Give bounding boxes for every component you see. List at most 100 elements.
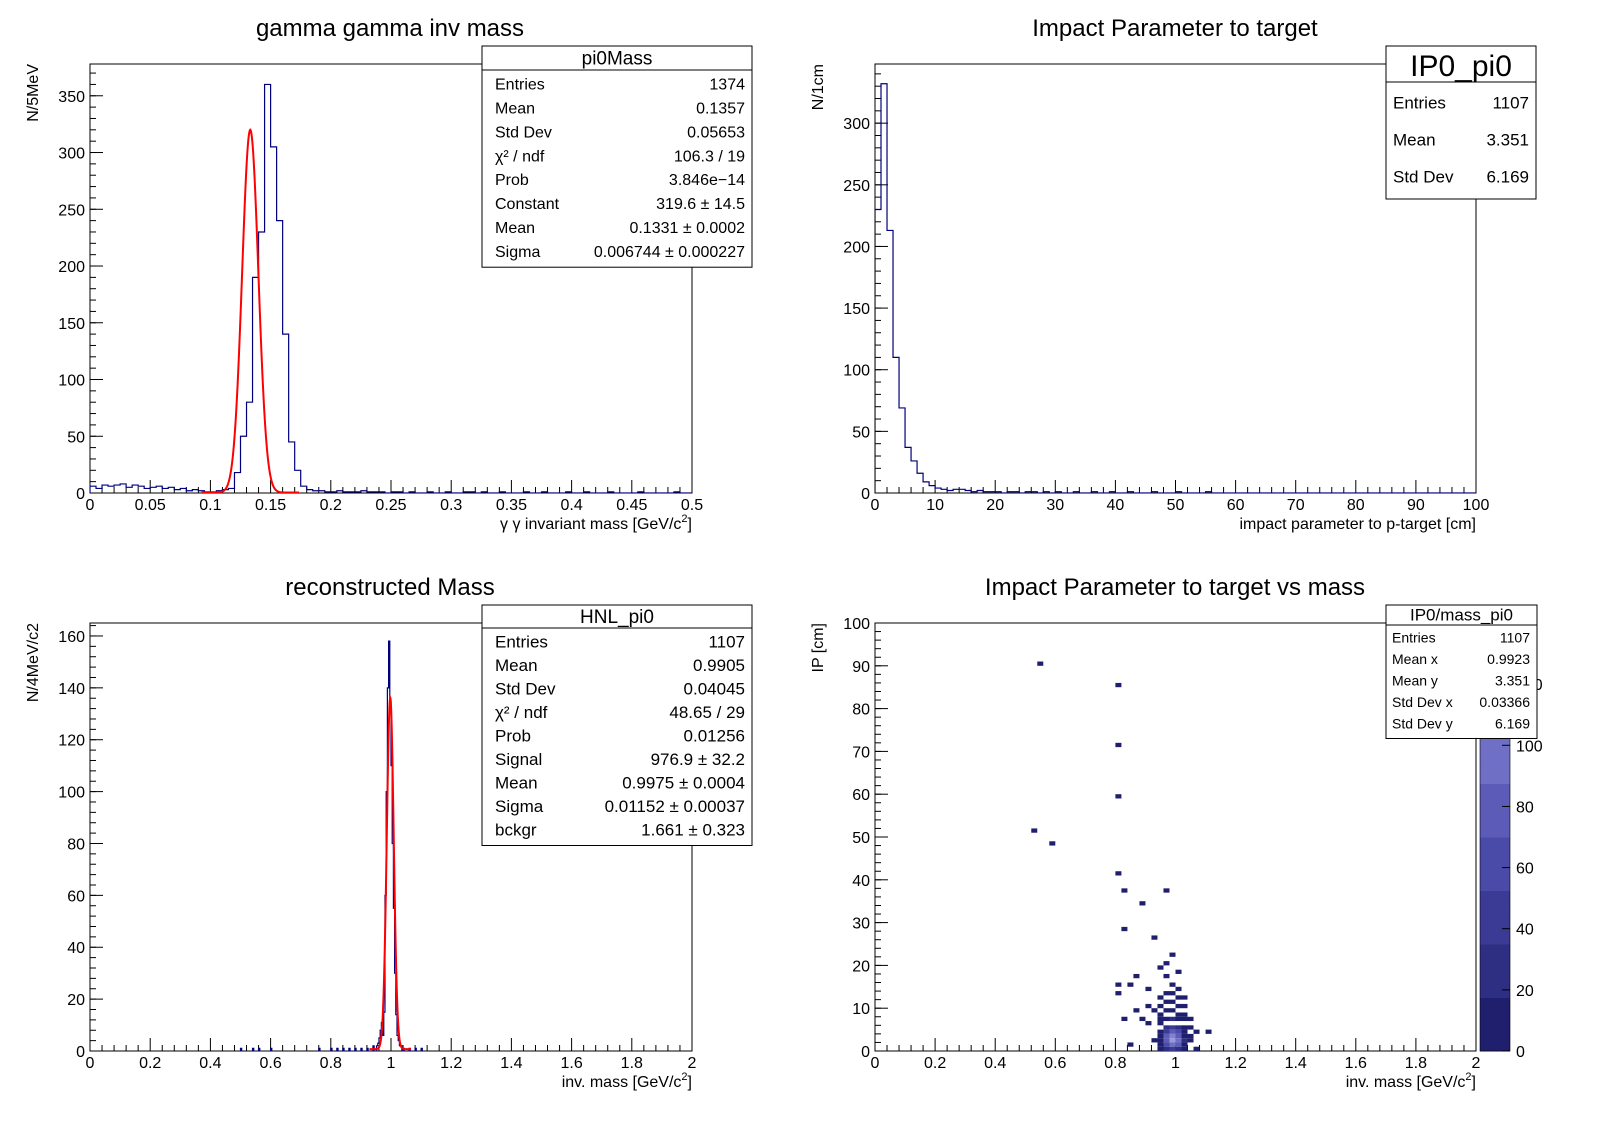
stats-row-value: 0.01152 ± 0.00037 xyxy=(605,797,745,816)
heatmap-cell xyxy=(1163,1029,1170,1034)
colorbar-segment xyxy=(1480,933,1510,945)
stats-row-value: 0.9975 ± 0.0004 xyxy=(622,774,745,793)
y-tick-label: 0 xyxy=(861,1044,870,1061)
stats-row-value: 3.351 xyxy=(1495,673,1530,689)
colorbar-segment xyxy=(1480,751,1510,763)
y-tick-label: 80 xyxy=(852,702,870,719)
x-axis-label-main: impact parameter to p-target [cm] xyxy=(1239,516,1476,533)
colorbar-segment xyxy=(1480,901,1510,913)
heatmap-cell xyxy=(1157,1021,1164,1026)
x-tick-label: 0.25 xyxy=(375,497,406,514)
x-tick-label: 10 xyxy=(926,497,944,514)
stats-box-frame xyxy=(481,45,753,268)
colorbar-segment xyxy=(1480,890,1510,902)
heatmap-cell xyxy=(1157,965,1164,970)
heatmap-cell xyxy=(1163,1038,1170,1043)
stats-row-value: 319.6 ± 14.5 xyxy=(656,196,745,213)
heatmap-cell xyxy=(1157,1033,1164,1039)
heatmap-cell xyxy=(1151,1038,1158,1043)
heatmap-cell xyxy=(1169,952,1176,957)
y-tick-label: 50 xyxy=(852,830,870,847)
y-tick-label: 20 xyxy=(852,958,870,975)
heatmap-cell xyxy=(1151,1008,1158,1013)
x-tick-label: 0.8 xyxy=(320,1055,342,1072)
heatmap-cell xyxy=(1175,1016,1182,1022)
x-axis-label-main: inv. mass [GeV/c xyxy=(1346,1074,1466,1091)
heatmap-cell xyxy=(1157,1016,1164,1022)
colorbar-segment xyxy=(1480,997,1510,1009)
stats-row-value: 0.9923 xyxy=(1487,651,1530,667)
colorbar-segment xyxy=(1480,804,1510,817)
colorbar-segment xyxy=(1480,954,1510,966)
heatmap-cell xyxy=(1157,1038,1164,1043)
stats-row-value: 0.05653 xyxy=(687,124,745,141)
y-tick-label: 0 xyxy=(861,486,870,503)
x-tick-label: 1 xyxy=(387,1055,396,1072)
x-tick-label: 40 xyxy=(1107,497,1125,514)
heatmap-cell xyxy=(1181,1046,1188,1051)
y-tick-label: 40 xyxy=(852,873,870,890)
stats-row-value: 3.351 xyxy=(1486,130,1529,149)
stats-box-title: IP0/mass_pi0 xyxy=(1410,606,1513,625)
colorbar-tick-label: 60 xyxy=(1516,861,1534,878)
y-tick-label: 300 xyxy=(58,146,85,163)
heatmap-cell xyxy=(1139,1016,1146,1022)
chart-title: Impact Parameter to target xyxy=(1032,15,1318,42)
heatmap-cell xyxy=(1163,1046,1170,1051)
heatmap-cell xyxy=(1175,1046,1182,1051)
stats-row-value: 3.846e−14 xyxy=(669,172,745,189)
panel-p4: Impact Parameter to target vs mass 0 0.2 0.… xyxy=(810,574,1543,1091)
x-axis-label-main: inv. mass [GeV/c xyxy=(562,1074,682,1091)
heatmap-cell xyxy=(1175,969,1182,974)
heatmap-cell xyxy=(1121,926,1128,932)
stats-row-label: Entries xyxy=(495,77,545,94)
colorbar-segment xyxy=(1480,783,1510,795)
stats-row-label: Entries xyxy=(1392,630,1436,646)
histogram-series xyxy=(875,83,1476,493)
x-axis-label: inv. mass [GeV/c2] xyxy=(562,1071,692,1091)
x-axis-label-tail: ] xyxy=(1472,1074,1476,1091)
y-tick-label: 100 xyxy=(58,373,85,390)
x-tick-label: 0.15 xyxy=(255,497,286,514)
x-tick-label: 0.1 xyxy=(199,497,221,514)
y-tick-label: 40 xyxy=(67,940,85,957)
stats-box-title: pi0Mass xyxy=(582,49,653,70)
x-tick-label: 0 xyxy=(871,1055,880,1072)
x-tick-label: 0.35 xyxy=(496,497,527,514)
heatmap-cell xyxy=(1115,871,1122,876)
heatmap-cell xyxy=(1163,1033,1170,1039)
stats-row-label: Std Dev xyxy=(495,680,556,699)
chart-title: reconstructed Mass xyxy=(285,574,494,601)
stats-box: IP0/mass_pi0 Entries 1107 Mean x 0.9923 Mean … xyxy=(1385,604,1538,739)
heatmap-cell xyxy=(1157,1029,1164,1034)
y-axis-label: N/4MeV/c2 xyxy=(25,623,42,702)
heatmap-cell xyxy=(1169,1042,1176,1047)
colorbar-segment xyxy=(1480,826,1510,838)
heatmap-cell xyxy=(1163,991,1170,996)
x-axis-label-main: γ γ invariant mass [GeV/c xyxy=(500,516,681,533)
stats-row-label: Sigma xyxy=(495,244,540,261)
colorbar-segment xyxy=(1480,847,1510,859)
stats-row-label: Mean xyxy=(495,100,535,117)
stats-row-value: 0.03366 xyxy=(1479,694,1530,710)
x-axis-label: impact parameter to p-target [cm] xyxy=(1239,516,1476,533)
colorbar-segment xyxy=(1480,858,1510,870)
stats-row-value: 6.169 xyxy=(1486,167,1529,186)
x-tick-label: 2 xyxy=(688,1055,697,1072)
x-tick-label: 1.4 xyxy=(500,1055,522,1072)
stats-row-label: Mean y xyxy=(1392,673,1438,689)
heatmap-cell xyxy=(1175,986,1182,992)
stats-row-value: 48.65 / 29 xyxy=(669,703,745,722)
x-tick-label: 1 xyxy=(1171,1055,1180,1072)
x-tick-label: 0.4 xyxy=(560,497,582,514)
stats-row-label: Signal xyxy=(495,750,542,769)
heatmap-cell xyxy=(1169,1025,1176,1030)
colorbar-segment xyxy=(1480,1029,1510,1041)
stats-row-label: Sigma xyxy=(495,797,544,816)
heatmap-cell xyxy=(1163,1008,1170,1013)
stats-row-label: χ² / ndf xyxy=(495,148,545,165)
heatmap-cell xyxy=(1157,1046,1164,1051)
stats-row-value: 1.661 ± 0.323 xyxy=(641,821,745,840)
colorbar-tick-label: 20 xyxy=(1516,983,1534,1000)
